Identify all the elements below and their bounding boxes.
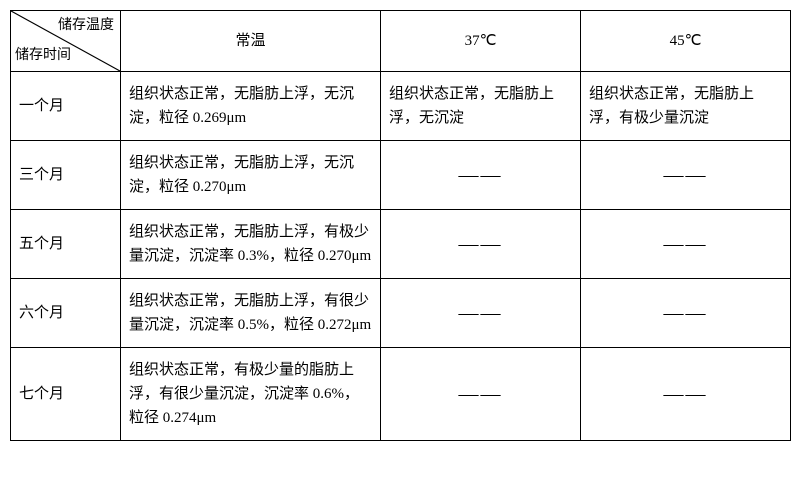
corner-header: 储存温度 储存时间 bbox=[11, 11, 121, 72]
table-row: 六个月 组织状态正常，无脂肪上浮，有很少量沉淀，沉淀率 0.5%，粒径 0.27… bbox=[11, 279, 791, 348]
t45-cell: 组织状态正常，无脂肪上浮，有极少量沉淀 bbox=[581, 72, 791, 141]
table-row: 三个月 组织状态正常，无脂肪上浮，无沉淀，粒径 0.270μm —— —— bbox=[11, 141, 791, 210]
t45-cell: —— bbox=[581, 348, 791, 441]
table-body: 一个月 组织状态正常，无脂肪上浮，无沉淀，粒径 0.269μm 组织状态正常，无… bbox=[11, 72, 791, 441]
t37-cell: —— bbox=[381, 141, 581, 210]
t37-cell: —— bbox=[381, 279, 581, 348]
t37-cell: 组织状态正常，无脂肪上浮，无沉淀 bbox=[381, 72, 581, 141]
room-cell: 组织状态正常，无脂肪上浮，无沉淀，粒径 0.270μm bbox=[121, 141, 381, 210]
col-header-45: 45℃ bbox=[581, 11, 791, 72]
time-cell: 七个月 bbox=[11, 348, 121, 441]
table-row: 七个月 组织状态正常，有极少量的脂肪上浮，有很少量沉淀，沉淀率 0.6%，粒径 … bbox=[11, 348, 791, 441]
t45-cell: —— bbox=[581, 279, 791, 348]
table-row: 五个月 组织状态正常，无脂肪上浮，有极少量沉淀，沉淀率 0.3%，粒径 0.27… bbox=[11, 210, 791, 279]
time-cell: 一个月 bbox=[11, 72, 121, 141]
time-cell: 六个月 bbox=[11, 279, 121, 348]
storage-table: 储存温度 储存时间 常温 37℃ 45℃ 一个月 组织状态正常，无脂肪上浮，无沉… bbox=[10, 10, 791, 441]
table-row: 一个月 组织状态正常，无脂肪上浮，无沉淀，粒径 0.269μm 组织状态正常，无… bbox=[11, 72, 791, 141]
time-cell: 三个月 bbox=[11, 141, 121, 210]
time-cell: 五个月 bbox=[11, 210, 121, 279]
t37-cell: —— bbox=[381, 210, 581, 279]
room-cell: 组织状态正常，无脂肪上浮，有极少量沉淀，沉淀率 0.3%，粒径 0.270μm bbox=[121, 210, 381, 279]
t45-cell: —— bbox=[581, 210, 791, 279]
room-cell: 组织状态正常，无脂肪上浮，有很少量沉淀，沉淀率 0.5%，粒径 0.272μm bbox=[121, 279, 381, 348]
corner-top-label: 储存温度 bbox=[58, 15, 114, 37]
col-header-room: 常温 bbox=[121, 11, 381, 72]
room-cell: 组织状态正常，无脂肪上浮，无沉淀，粒径 0.269μm bbox=[121, 72, 381, 141]
t37-cell: —— bbox=[381, 348, 581, 441]
corner-bottom-label: 储存时间 bbox=[15, 45, 71, 67]
t45-cell: —— bbox=[581, 141, 791, 210]
room-cell: 组织状态正常，有极少量的脂肪上浮，有很少量沉淀，沉淀率 0.6%，粒径 0.27… bbox=[121, 348, 381, 441]
col-header-37: 37℃ bbox=[381, 11, 581, 72]
table-header-row: 储存温度 储存时间 常温 37℃ 45℃ bbox=[11, 11, 791, 72]
